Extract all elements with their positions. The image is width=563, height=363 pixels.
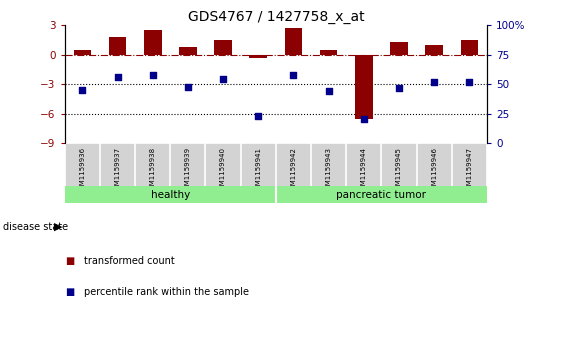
Text: GSM1159944: GSM1159944 bbox=[361, 147, 367, 193]
Text: GSM1159937: GSM1159937 bbox=[114, 147, 120, 194]
Title: GDS4767 / 1427758_x_at: GDS4767 / 1427758_x_at bbox=[187, 11, 364, 24]
Text: ■: ■ bbox=[65, 256, 74, 266]
Text: disease state: disease state bbox=[3, 222, 68, 232]
Text: ▶: ▶ bbox=[54, 222, 62, 232]
Bar bbox=[390, 42, 408, 55]
Text: transformed count: transformed count bbox=[84, 256, 175, 266]
Point bbox=[148, 72, 157, 77]
Point bbox=[254, 113, 263, 119]
Text: GSM1159941: GSM1159941 bbox=[255, 147, 261, 194]
Text: pancreatic tumor: pancreatic tumor bbox=[337, 190, 426, 200]
Text: GSM1159936: GSM1159936 bbox=[79, 147, 86, 194]
Bar bbox=[426, 45, 443, 55]
Text: healthy: healthy bbox=[151, 190, 190, 200]
Point bbox=[184, 84, 193, 90]
Point bbox=[218, 77, 227, 82]
Text: GSM1159943: GSM1159943 bbox=[325, 147, 332, 194]
Bar bbox=[215, 40, 232, 55]
Point bbox=[113, 74, 122, 80]
Text: GSM1159939: GSM1159939 bbox=[185, 147, 191, 194]
Point bbox=[430, 79, 439, 85]
Point bbox=[395, 85, 404, 91]
Text: GSM1159945: GSM1159945 bbox=[396, 147, 402, 193]
Text: GSM1159942: GSM1159942 bbox=[291, 147, 297, 193]
Text: ■: ■ bbox=[65, 287, 74, 297]
Bar bbox=[355, 55, 373, 119]
Point bbox=[465, 79, 474, 85]
Text: GSM1159938: GSM1159938 bbox=[150, 147, 156, 194]
Bar bbox=[320, 50, 337, 55]
Bar bbox=[285, 28, 302, 55]
Point bbox=[359, 116, 368, 122]
Bar bbox=[74, 50, 91, 55]
Point bbox=[78, 87, 87, 93]
Bar bbox=[249, 55, 267, 58]
Text: GSM1159946: GSM1159946 bbox=[431, 147, 437, 194]
Text: GSM1159947: GSM1159947 bbox=[466, 147, 472, 194]
Text: GSM1159940: GSM1159940 bbox=[220, 147, 226, 194]
Bar bbox=[144, 30, 162, 55]
Point bbox=[289, 72, 298, 77]
Bar bbox=[461, 40, 478, 55]
Text: percentile rank within the sample: percentile rank within the sample bbox=[84, 287, 249, 297]
Bar bbox=[109, 37, 126, 55]
Point bbox=[324, 88, 333, 94]
Bar bbox=[179, 47, 196, 55]
